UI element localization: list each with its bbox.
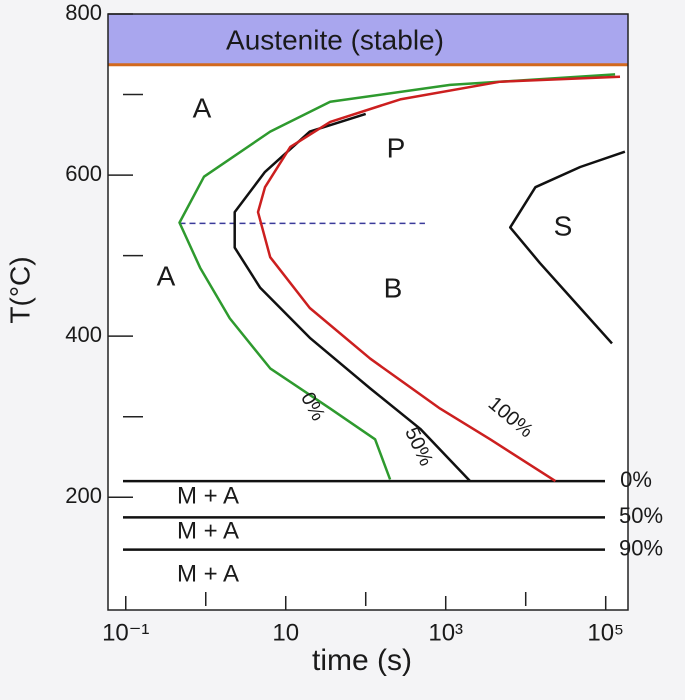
x-axis-label: time (s) bbox=[312, 644, 412, 677]
y-tick-label: 800 bbox=[65, 0, 102, 25]
austenite-band bbox=[108, 14, 628, 65]
y-axis-label: T(°C) bbox=[4, 256, 35, 323]
curve bbox=[178, 73, 616, 480]
region-label: S bbox=[554, 210, 573, 241]
x-tick-label: 10⁵ bbox=[587, 619, 624, 646]
y-tick-label: 200 bbox=[65, 483, 102, 508]
region-label: B bbox=[384, 272, 403, 303]
x-tick-label: 10³ bbox=[428, 619, 463, 646]
x-tick-label: 10⁻¹ bbox=[102, 619, 149, 646]
ms-label: 90% bbox=[619, 535, 663, 560]
region-label: M + A bbox=[177, 560, 239, 587]
ms-label: 0% bbox=[620, 467, 652, 492]
region-label: A bbox=[157, 260, 176, 291]
region-label: A bbox=[193, 92, 212, 123]
region-label: M + A bbox=[177, 482, 239, 509]
curve bbox=[256, 75, 621, 483]
y-tick-label: 400 bbox=[65, 322, 102, 347]
plot-frame bbox=[107, 13, 629, 611]
region-label: P bbox=[387, 132, 406, 163]
x-tick-label: 10 bbox=[272, 619, 299, 646]
y-tick-label: 600 bbox=[65, 161, 102, 186]
region-label: M + A bbox=[177, 517, 239, 544]
plot-background bbox=[108, 14, 628, 610]
curve bbox=[508, 150, 626, 345]
ms-label: 50% bbox=[619, 503, 663, 528]
austenite-label: Austenite (stable) bbox=[226, 24, 444, 55]
